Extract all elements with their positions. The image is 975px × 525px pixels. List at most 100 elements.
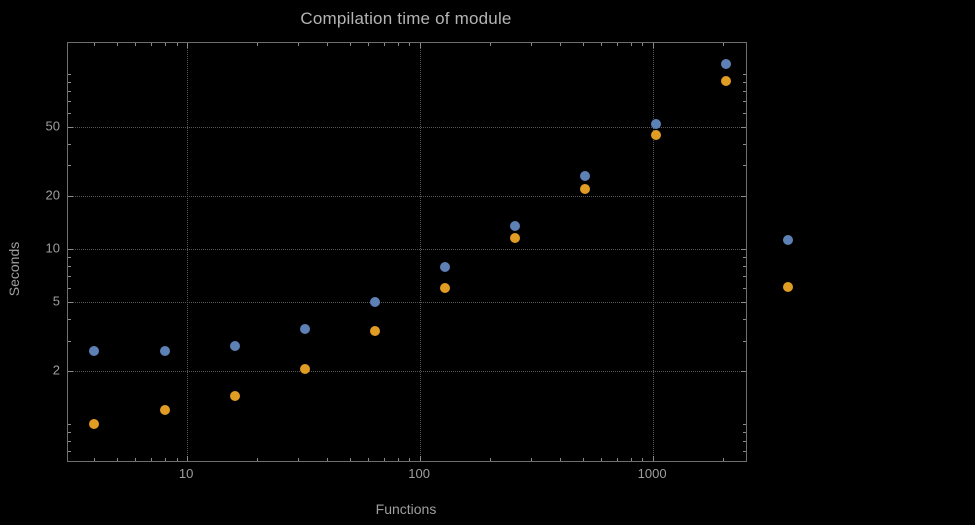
y-tick-mark [68, 248, 73, 250]
x-minor-tick [723, 43, 725, 46]
y-gridline [68, 196, 746, 198]
y-gridline [68, 371, 746, 373]
x-minor-tick [409, 43, 411, 46]
x-gridline [420, 43, 422, 461]
y-tick-mark [741, 371, 746, 373]
x-minor-tick [350, 458, 351, 461]
x-minor-tick [582, 458, 584, 461]
legend-marker-series-2 [783, 282, 793, 292]
x-tick-mark [187, 456, 189, 461]
data-point-series-1-blue [580, 171, 591, 182]
x-tick-mark [420, 456, 422, 461]
y-minor-tick [743, 432, 746, 433]
y-tick-label: 2 [52, 362, 60, 378]
y-minor-tick [68, 451, 71, 453]
x-minor-tick [94, 458, 96, 461]
x-minor-tick [560, 43, 562, 46]
y-tick-label: 10 [45, 240, 60, 256]
x-minor-tick [384, 43, 386, 46]
x-minor-tick [490, 458, 492, 461]
x-minor-tick [384, 458, 386, 461]
y-minor-tick [68, 340, 71, 342]
x-minor-tick [368, 458, 370, 461]
y-tick-mark [68, 371, 73, 373]
x-minor-tick [601, 43, 603, 46]
x-minor-tick [409, 458, 411, 461]
x-minor-tick [617, 458, 619, 461]
x-tick-mark [187, 43, 189, 48]
y-minor-tick [743, 287, 746, 289]
x-tick-mark [653, 456, 655, 461]
data-point-series-2-orange [580, 184, 591, 195]
data-point-series-1-blue [510, 221, 521, 232]
x-minor-tick [642, 458, 644, 461]
plot-area [67, 42, 747, 462]
chart-title: Compilation time of module [300, 9, 512, 28]
x-minor-tick [135, 43, 137, 46]
x-minor-tick [723, 458, 725, 461]
y-minor-tick [743, 73, 746, 75]
x-minor-tick [630, 43, 632, 46]
x-minor-tick [490, 43, 492, 46]
data-point-series-1-blue [89, 346, 100, 357]
y-minor-tick [743, 165, 746, 167]
y-tick-mark [68, 301, 73, 303]
data-point-series-1-blue [650, 118, 661, 129]
x-gridline [187, 43, 189, 461]
y-gridline [68, 301, 746, 303]
x-minor-tick [630, 458, 632, 461]
x-minor-tick [298, 458, 300, 461]
x-minor-tick [582, 43, 584, 46]
y-minor-tick [743, 90, 746, 92]
data-point-series-2-orange [299, 364, 310, 375]
y-minor-tick [743, 82, 746, 83]
y-tick-mark [741, 196, 746, 198]
x-minor-tick [327, 43, 329, 46]
y-minor-tick [68, 265, 71, 267]
x-tick-label: 1000 [637, 466, 667, 481]
y-minor-tick [743, 257, 746, 258]
x-minor-tick [368, 43, 370, 46]
y-minor-tick [743, 318, 746, 320]
x-minor-tick [257, 43, 259, 46]
y-minor-tick [68, 73, 71, 75]
y-minor-tick [743, 101, 746, 103]
data-point-series-2-orange [159, 405, 170, 416]
x-minor-tick [164, 458, 166, 461]
x-minor-tick [601, 458, 603, 461]
x-minor-tick [397, 458, 399, 461]
x-minor-tick [151, 43, 153, 46]
x-tick-mark [653, 43, 655, 48]
data-point-series-1-blue [229, 340, 240, 351]
x-minor-tick [298, 43, 300, 46]
x-minor-tick [642, 43, 644, 46]
x-minor-tick [151, 458, 153, 461]
y-minor-tick [743, 112, 746, 114]
x-minor-tick [560, 458, 562, 461]
data-point-series-2-orange [650, 129, 661, 140]
x-minor-tick [350, 43, 351, 46]
y-minor-tick [68, 101, 71, 103]
data-point-series-2-orange [720, 76, 731, 87]
data-point-series-2-orange [369, 325, 380, 336]
y-tick-label: 50 [45, 118, 60, 134]
x-tick-label: 100 [408, 466, 430, 481]
data-point-series-2-orange [510, 233, 521, 244]
y-minor-tick [68, 287, 71, 289]
x-tick-label: 10 [178, 466, 194, 481]
y-minor-tick [68, 440, 71, 442]
y-minor-tick [743, 340, 746, 342]
y-minor-tick [68, 257, 71, 258]
x-tick-mark [420, 43, 422, 48]
y-minor-tick [743, 451, 746, 453]
y-minor-tick [68, 90, 71, 92]
x-minor-tick [531, 43, 533, 46]
y-minor-tick [743, 440, 746, 442]
y-gridline [68, 248, 746, 250]
x-minor-tick [176, 43, 178, 46]
y-tick-mark [741, 248, 746, 250]
y-tick-label: 20 [45, 187, 60, 203]
y-minor-tick [68, 318, 71, 320]
x-gridline [653, 43, 655, 461]
data-point-series-1-blue [159, 346, 170, 357]
